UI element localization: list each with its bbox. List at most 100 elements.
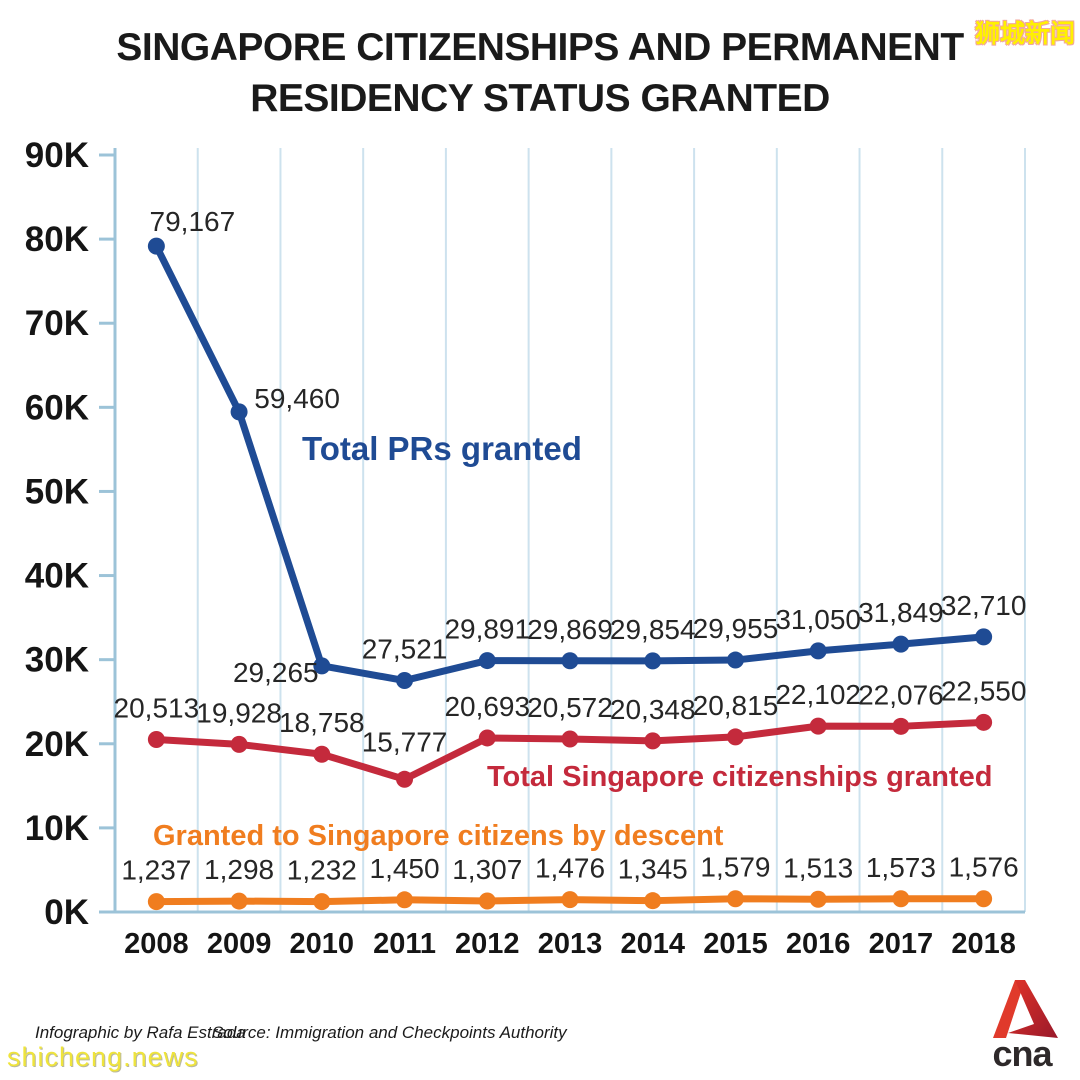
x-tick-label: 2009 (207, 928, 272, 960)
y-tick-label: 30K (25, 641, 89, 680)
y-tick-label: 50K (25, 472, 89, 511)
data-point (147, 893, 165, 911)
data-point (147, 730, 165, 748)
data-point (892, 890, 910, 908)
y-tick-label: 70K (25, 304, 89, 343)
value-label: 79,167 (150, 206, 236, 237)
x-tick-label: 2012 (455, 928, 520, 960)
data-point (892, 717, 910, 735)
value-label: 29,955 (693, 613, 779, 644)
data-point (396, 770, 414, 788)
value-label: 27,521 (362, 634, 448, 665)
x-tick-label: 2008 (124, 928, 189, 960)
value-label: 1,573 (866, 852, 936, 883)
data-point (230, 403, 248, 421)
value-label: 29,891 (444, 614, 530, 645)
data-point (726, 890, 744, 908)
data-point (975, 890, 993, 908)
data-point (892, 635, 910, 653)
data-point (975, 713, 993, 731)
value-label: 29,869 (527, 614, 613, 645)
data-point (478, 729, 496, 747)
value-label: 1,298 (204, 854, 274, 885)
data-point (313, 745, 331, 763)
value-label: 29,265 (233, 657, 319, 688)
value-label: 1,476 (535, 853, 605, 884)
x-tick-label: 2017 (869, 928, 934, 960)
data-point (561, 891, 579, 909)
chart-title-line2: RESIDENCY STATUS GRANTED (250, 77, 830, 120)
data-point (644, 652, 662, 670)
x-tick-label: 2016 (786, 928, 851, 960)
y-tick-label: 90K (25, 136, 89, 175)
x-tick-label: 2013 (538, 928, 603, 960)
data-point (478, 892, 496, 910)
y-tick-label: 60K (25, 388, 89, 427)
value-label: 29,854 (610, 614, 696, 645)
data-point (230, 735, 248, 753)
value-label: 15,777 (362, 726, 448, 757)
y-tick-label: 80K (25, 220, 89, 259)
x-tick-label: 2018 (951, 928, 1016, 960)
data-point (726, 728, 744, 746)
data-point (975, 628, 993, 646)
data-point (396, 672, 414, 690)
value-label: 22,076 (858, 679, 944, 710)
chart-title-line1: SINGAPORE CITIZENSHIPS AND PERMANENT (116, 26, 964, 69)
value-label: 32,710 (941, 590, 1027, 621)
value-label: 59,460 (254, 383, 340, 414)
series-annotation: Total Singapore citizenships granted (487, 761, 992, 793)
series-annotation: Total PRs granted (302, 430, 582, 467)
value-label: 1,576 (949, 852, 1019, 883)
watermark-bottom-left: shicheng.news (7, 1042, 199, 1072)
value-label: 18,758 (279, 707, 365, 738)
data-point (726, 651, 744, 669)
data-point (561, 652, 579, 670)
data-point (478, 652, 496, 670)
data-point (809, 642, 827, 660)
value-label: 1,345 (618, 854, 688, 885)
value-label: 1,450 (370, 853, 440, 884)
source-text: Source: Immigration and Checkpoints Auth… (212, 1023, 567, 1042)
cna-logo-text: cna (992, 1033, 1053, 1070)
value-label: 20,693 (444, 691, 530, 722)
x-tick-label: 2010 (290, 928, 355, 960)
data-point (809, 890, 827, 908)
value-label: 19,928 (196, 697, 282, 728)
value-label: 20,348 (610, 694, 696, 725)
credit-text: Infographic by Rafa Estrada (35, 1023, 246, 1042)
value-label: 1,237 (121, 855, 191, 886)
data-point (396, 891, 414, 909)
value-label: 1,513 (783, 852, 853, 883)
value-label: 31,849 (858, 597, 944, 628)
value-label: 22,550 (941, 675, 1027, 706)
y-tick-label: 0K (44, 893, 89, 932)
value-label: 31,050 (775, 604, 861, 635)
data-point (561, 730, 579, 748)
value-label: 20,513 (114, 692, 200, 723)
value-label: 1,579 (700, 852, 770, 883)
cna-logo-triangle-left-leg (993, 980, 1025, 1038)
watermark-top-right: 狮城新闻 (974, 20, 1075, 48)
value-label: 1,232 (287, 855, 357, 886)
series-annotation: Granted to Singapore citizens by descent (153, 820, 724, 852)
x-tick-label: 2014 (620, 928, 685, 960)
value-label: 1,307 (452, 854, 522, 885)
data-point (644, 732, 662, 750)
y-tick-label: 20K (25, 725, 89, 764)
value-label: 22,102 (775, 679, 861, 710)
data-point (230, 892, 248, 910)
chart-title: SINGAPORE CITIZENSHIPS AND PERMANENT RES… (0, 22, 1080, 124)
y-tick-label: 10K (25, 809, 89, 848)
y-tick-label: 40K (25, 557, 89, 596)
value-label: 20,572 (527, 692, 613, 723)
data-point (644, 892, 662, 910)
data-point (313, 657, 331, 675)
data-point (809, 717, 827, 735)
cna-logo-triangle-right-leg (1008, 980, 1058, 1038)
x-tick-label: 2011 (373, 928, 436, 960)
cna-logo: cna (992, 980, 1058, 1070)
data-point (313, 893, 331, 911)
